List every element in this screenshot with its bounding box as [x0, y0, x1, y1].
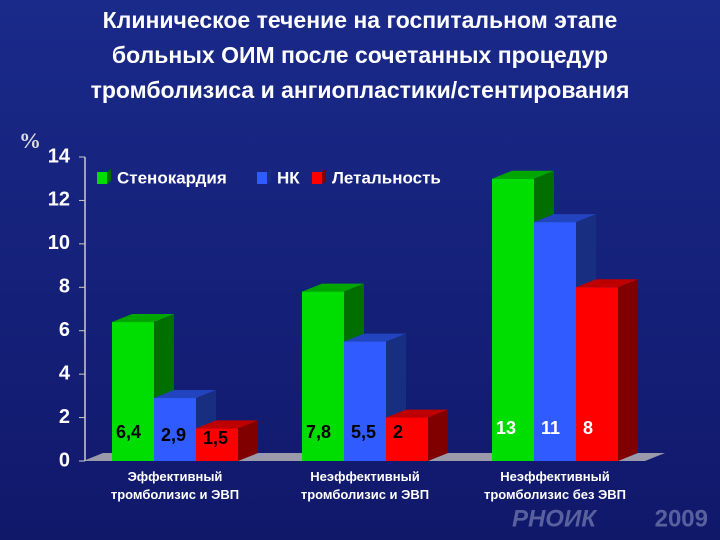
bar	[112, 322, 154, 461]
legend-swatch-side	[322, 169, 326, 184]
bar-side	[618, 279, 638, 461]
legend-swatch-side	[107, 169, 111, 184]
value-label: 11	[541, 418, 560, 438]
bar	[492, 178, 534, 461]
bar-top	[196, 420, 258, 429]
chart-title: тромболизиса и ангиопластики/стентирован…	[91, 77, 630, 103]
bar	[534, 222, 576, 461]
y-tick-label: 6	[59, 319, 70, 341]
y-axis-label: %	[19, 128, 41, 153]
x-tick-label: Неэффективный тромболизис и ЭВП	[301, 469, 429, 502]
y-tick-label: 0	[59, 449, 70, 471]
chart-title: Клиническое течение на госпитальном этап…	[103, 7, 618, 33]
bar-top	[112, 314, 174, 323]
value-label: 13	[496, 418, 516, 438]
legend-swatch	[312, 172, 322, 184]
bar-top	[302, 283, 364, 292]
bar-side	[428, 409, 448, 461]
value-label: 6,4	[116, 422, 141, 442]
bar-top	[576, 279, 638, 288]
y-tick-label: 2	[59, 406, 70, 428]
legend-label: НК	[277, 168, 300, 187]
bar-top	[344, 333, 406, 342]
y-tick-label: 4	[59, 362, 71, 384]
legend-label: Летальность	[332, 168, 441, 187]
bar-top	[154, 390, 216, 399]
value-label: 2	[393, 422, 403, 442]
bar-top	[534, 214, 596, 223]
watermark: РНОИК	[512, 505, 598, 532]
bar	[576, 287, 618, 461]
bar-side	[238, 420, 258, 461]
x-tick-label: Эффективный тромболизис и ЭВП	[111, 469, 239, 502]
bar	[302, 291, 344, 461]
value-label: 5,5	[351, 422, 376, 442]
x-tick-label: Неэффективный тромболизис без ЭВП	[484, 469, 626, 502]
y-tick-label: 8	[59, 276, 70, 298]
chart-title: больных ОИМ после сочетанных процедур	[112, 42, 608, 68]
year: 2009	[655, 505, 708, 532]
legend-label: Стенокардия	[117, 168, 227, 187]
legend-swatch-side	[267, 169, 271, 184]
bar-top	[492, 170, 554, 179]
bar	[196, 428, 238, 461]
bar	[344, 341, 386, 461]
y-tick-label: 14	[48, 145, 71, 167]
value-label: 7,8	[306, 422, 331, 442]
value-label: 2,9	[161, 425, 186, 445]
legend-swatch	[97, 172, 107, 184]
value-label: 8	[583, 418, 593, 438]
y-tick-label: 10	[48, 232, 70, 254]
value-label: 1,5	[203, 428, 228, 448]
legend-swatch	[257, 172, 267, 184]
bar-top	[386, 409, 448, 418]
bar	[386, 417, 428, 461]
bar	[154, 398, 196, 461]
y-tick-label: 12	[48, 189, 70, 211]
